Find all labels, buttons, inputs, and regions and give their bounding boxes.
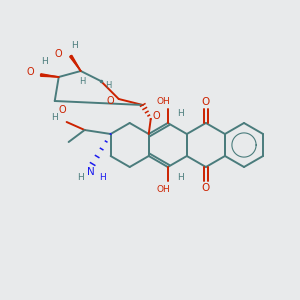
Polygon shape [40, 74, 59, 77]
Text: H: H [177, 109, 184, 118]
Text: H: H [77, 173, 84, 182]
Text: O: O [27, 67, 34, 77]
Text: O: O [59, 105, 66, 115]
Text: H: H [99, 173, 106, 182]
Text: H: H [71, 40, 78, 50]
Text: O: O [107, 96, 115, 106]
Text: OH: OH [157, 97, 171, 106]
Text: H: H [106, 82, 112, 91]
Text: O: O [202, 183, 210, 193]
Polygon shape [70, 55, 81, 71]
Text: H: H [51, 113, 58, 122]
Text: O: O [153, 111, 160, 121]
Text: H: H [80, 76, 86, 85]
Text: N: N [87, 167, 94, 177]
Text: O: O [55, 49, 62, 59]
Text: H: H [177, 172, 184, 182]
Text: H: H [41, 58, 48, 67]
Text: O: O [202, 97, 210, 107]
Text: OH: OH [157, 184, 171, 194]
